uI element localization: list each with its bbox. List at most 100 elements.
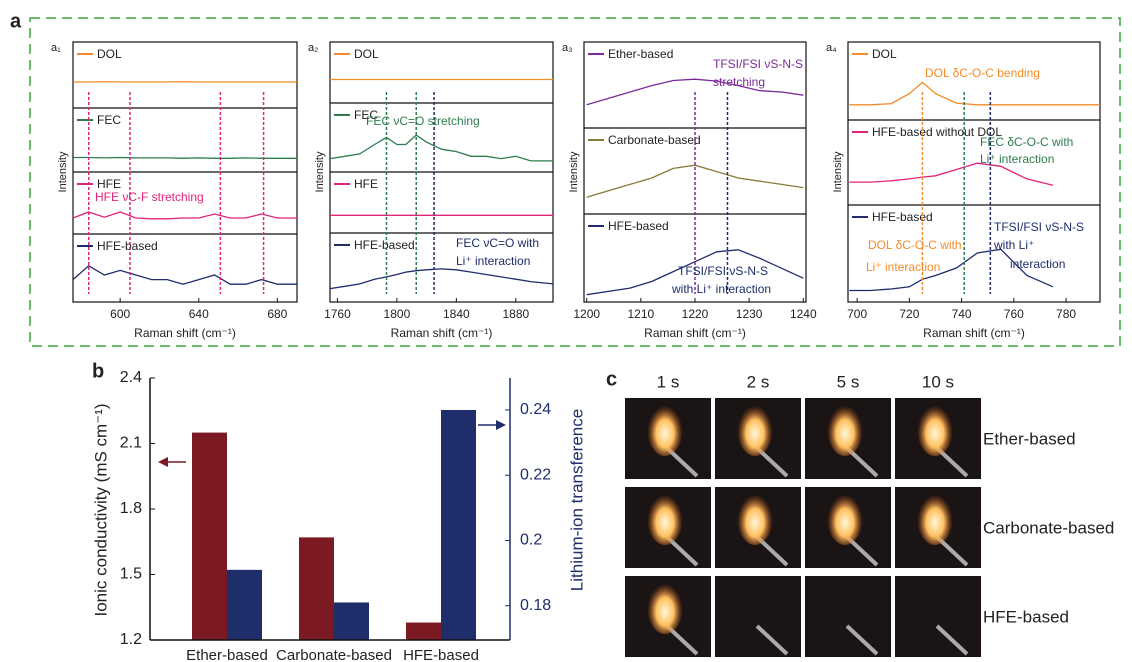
panel-sublabel: a₃ [562, 42, 573, 54]
panel-label: b [92, 360, 104, 382]
annotation: Li⁺ interaction [980, 152, 1054, 166]
photo [895, 576, 981, 657]
figure: a b c a₁IntensityRaman shift (cm⁻¹)60064… [0, 0, 1132, 662]
x-tick-label: 640 [189, 307, 209, 321]
x-tick-label: HFE-based [403, 647, 479, 662]
annotation: Li⁺ interaction [866, 260, 940, 274]
y-axis-label: Ionic conductivity (mS cm⁻¹) [91, 403, 110, 616]
spectrum [330, 135, 553, 161]
time-label: 5 s [837, 372, 860, 391]
x-tick-label: 1210 [628, 307, 655, 321]
annotation: with Li⁺ [993, 238, 1034, 252]
spectrum [849, 82, 1100, 104]
spectrum [849, 163, 1053, 185]
photo [625, 576, 711, 657]
time-label: 1 s [657, 372, 680, 391]
panel-label: a [10, 10, 22, 32]
page: {"panel_labels":["a","b","c"], "chart_da… [0, 0, 1132, 662]
bar [299, 537, 334, 640]
legend-label: Carbonate-based [608, 133, 701, 147]
x-tick-label: 780 [1056, 307, 1076, 321]
y2-tick-label: 0.24 [520, 401, 551, 418]
y-axis-label: Intensity [568, 151, 580, 192]
photo [715, 487, 801, 568]
bar [227, 570, 262, 640]
annotation: TFSI/FSI νS-N-S [678, 264, 768, 278]
flame [647, 489, 683, 545]
y2-axis-label: Lithium-ion transference [567, 409, 586, 591]
row-label: HFE-based [983, 607, 1069, 626]
flame [827, 400, 863, 456]
y-tick-label: 1.5 [120, 566, 142, 583]
legend-label: HFE-based [97, 239, 158, 253]
flame [647, 400, 683, 456]
y-tick-label: 2.4 [120, 369, 142, 386]
y-tick-label: 1.2 [120, 631, 142, 648]
photo-bg [715, 576, 801, 657]
annotation: DOL δC-O-C with [868, 238, 962, 252]
photo [805, 487, 891, 568]
y-axis-label: Intensity [57, 151, 69, 192]
flame [917, 400, 953, 456]
panel-label: c [606, 368, 617, 390]
legend-label: HFE [97, 177, 121, 191]
legend-label: HFE-based [354, 238, 415, 252]
x-tick-label: Carbonate-based [276, 647, 392, 662]
x-tick-label: 1760 [324, 307, 351, 321]
legend-label: DOL [97, 47, 122, 61]
annotation: DOL δC-O-C bending [925, 66, 1040, 80]
photo [895, 398, 981, 479]
annotation: TFSI/FSI νS-N-S [994, 220, 1084, 234]
time-label: 10 s [922, 372, 954, 391]
x-tick-label: 700 [847, 307, 867, 321]
flame [737, 489, 773, 545]
x-axis-label: Raman shift (cm⁻¹) [923, 326, 1025, 340]
x-tick-label: 740 [952, 307, 972, 321]
photo [625, 398, 711, 479]
y2-tick-label: 0.22 [520, 466, 551, 483]
x-tick-label: 1240 [790, 307, 817, 321]
photo-bg [895, 576, 981, 657]
arrow [478, 420, 506, 430]
photo [895, 487, 981, 568]
x-tick-label: 1880 [502, 307, 529, 321]
annotation: TFSI/FSI νS-N-S [713, 57, 803, 71]
x-axis-label: Raman shift (cm⁻¹) [391, 326, 493, 340]
y-axis-label: Intensity [832, 151, 844, 192]
legend-label: HFE [354, 177, 378, 191]
annotation: FEC νC=O stretching [366, 114, 480, 128]
x-tick-label: 1200 [573, 307, 600, 321]
photo [625, 487, 711, 568]
annotation: FEC νC=O with [456, 236, 539, 250]
annotation: with Li⁺ interaction [671, 282, 771, 296]
y2-tick-label: 0.2 [520, 532, 542, 549]
annotation: HFE νC-F stretching [95, 190, 204, 204]
annotation: interaction [1010, 257, 1065, 271]
flame [917, 489, 953, 545]
flame [647, 578, 683, 634]
arrow [158, 457, 186, 467]
row-label: Carbonate-based [983, 518, 1114, 537]
legend-label: HFE-based [608, 219, 669, 233]
photo [805, 576, 891, 657]
flame [737, 400, 773, 456]
y2-tick-label: 0.18 [520, 597, 551, 614]
x-tick-label: 680 [267, 307, 287, 321]
legend-label: Ether-based [608, 47, 673, 61]
legend-label: HFE-based [872, 210, 933, 224]
annotation: Li⁺ interaction [456, 254, 530, 268]
annotation: FEC δC-O-C with [980, 135, 1073, 149]
x-tick-label: 1840 [443, 307, 470, 321]
photo [715, 576, 801, 657]
annotation: stretching [713, 75, 765, 89]
legend-label: DOL [354, 47, 379, 61]
legend-label: FEC [97, 113, 121, 127]
panel-sublabel: a₄ [826, 42, 837, 54]
y-tick-label: 1.8 [120, 500, 142, 517]
spectrum [330, 269, 553, 289]
photo [805, 398, 891, 479]
y-tick-label: 2.1 [120, 435, 142, 452]
x-tick-label: 720 [899, 307, 919, 321]
x-tick-label: 1220 [682, 307, 709, 321]
row-label: Ether-based [983, 429, 1076, 448]
